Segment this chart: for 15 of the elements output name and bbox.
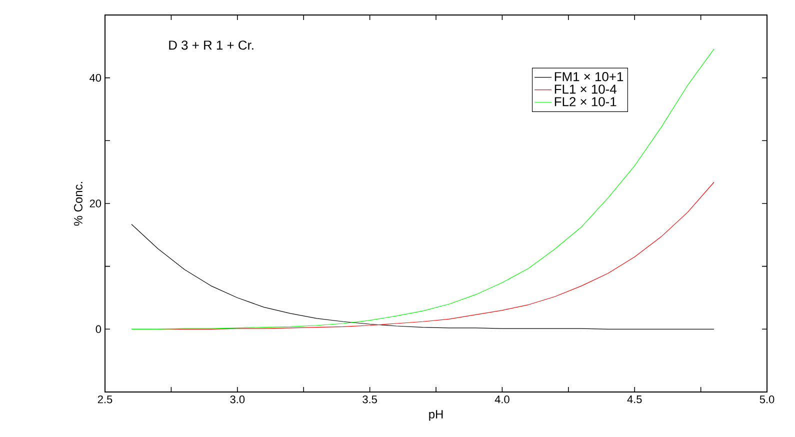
x-tick-label: 4.0 xyxy=(494,396,510,404)
legend-label: FM1 × 10+1 xyxy=(554,72,624,82)
x-tick-label: 2.5 xyxy=(98,396,112,404)
x-tick-label: 4.5 xyxy=(627,396,642,404)
x-axis-title: pH xyxy=(429,410,443,421)
y-tick-label: 40 xyxy=(90,74,102,82)
legend-label: FL1 × 10-4 xyxy=(554,84,616,94)
x-tick-label: 3.5 xyxy=(362,396,377,404)
legend-label: FL2 × 10-1 xyxy=(554,97,616,106)
y-tick-label: 0 xyxy=(96,325,102,334)
y-tick-label: 20 xyxy=(90,200,102,208)
y-axis-title: % Conc. xyxy=(74,182,82,226)
annotation: D 3 + R 1 + Cr. xyxy=(169,40,254,50)
x-tick-label: 3.0 xyxy=(230,396,245,404)
x-tick-label: 5.0 xyxy=(760,396,774,404)
